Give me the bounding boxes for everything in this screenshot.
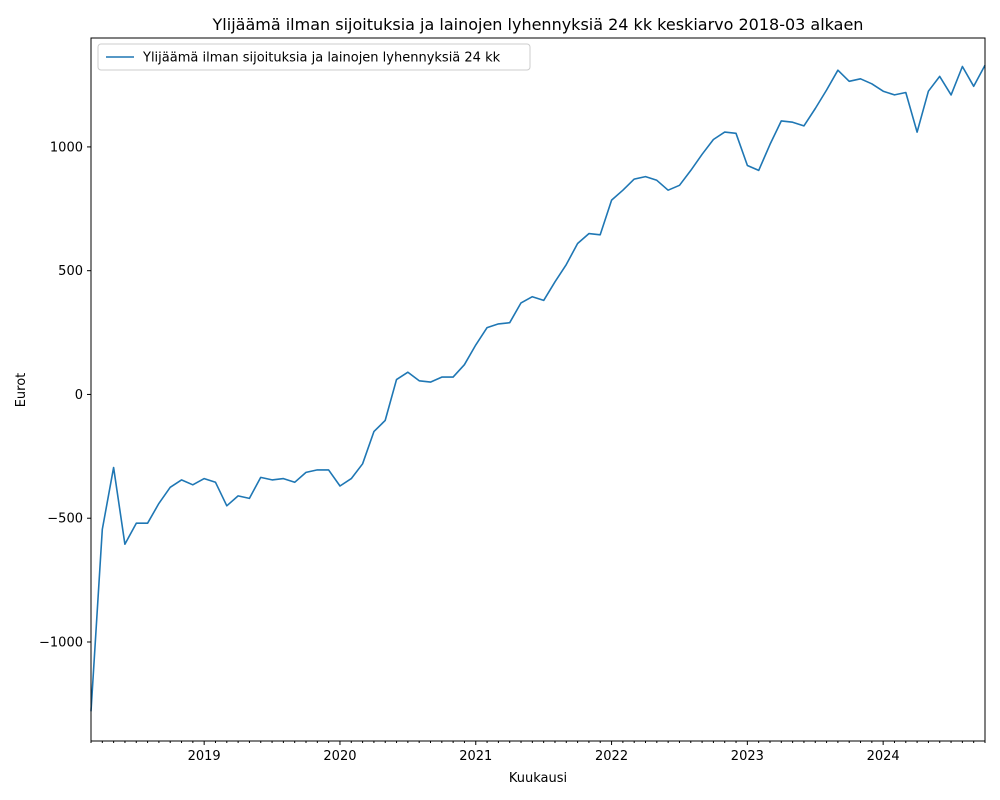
x-tick-label: 2020 <box>323 749 356 764</box>
y-tick-label: 0 <box>75 388 83 403</box>
chart-title: Ylijäämä ilman sijoituksia ja lainojen l… <box>212 15 864 34</box>
x-axis: 2019 2020 2021 2022 2023 2024 <box>90 741 986 764</box>
x-tick-label: 2021 <box>459 749 492 764</box>
plot-frame <box>90 37 986 742</box>
y-axis: −1000 −500 0 500 1000 <box>39 140 91 650</box>
plot-area <box>90 37 986 742</box>
x-tick-label: 2024 <box>867 749 900 764</box>
legend-label: Ylijäämä ilman sijoituksia ja lainojen l… <box>142 51 501 66</box>
legend-box <box>97 43 531 71</box>
y-tick-label: −1000 <box>39 635 83 650</box>
y-tick-label: 500 <box>58 264 83 279</box>
series-line <box>90 64 986 712</box>
y-axis-label: Eurot <box>14 373 29 408</box>
y-tick-label: 1000 <box>50 140 83 155</box>
x-tick-label: 2022 <box>595 749 628 764</box>
legend: Ylijäämä ilman sijoituksia ja lainojen l… <box>97 43 531 71</box>
y-tick-label: −500 <box>47 512 83 527</box>
x-tick-label: 2019 <box>188 749 221 764</box>
x-tick-label: 2023 <box>731 749 764 764</box>
x-axis-label: Kuukausi <box>509 771 567 786</box>
